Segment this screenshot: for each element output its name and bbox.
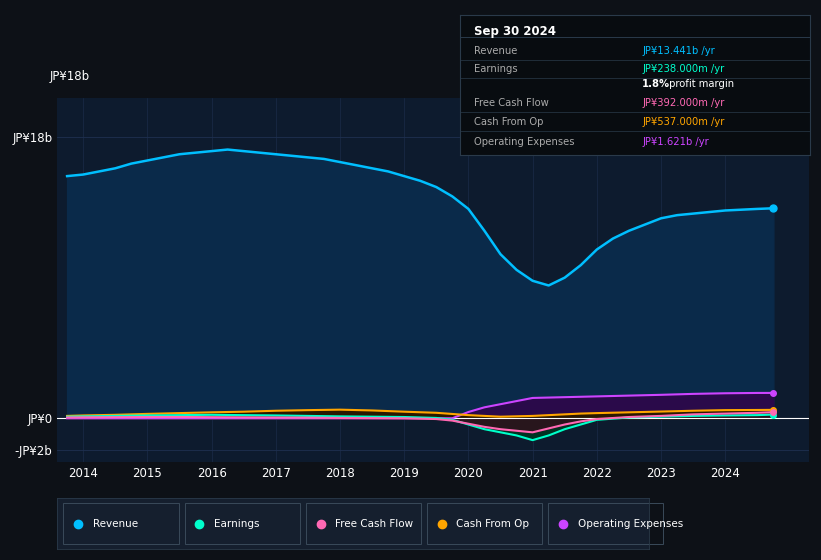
Text: Cash From Op: Cash From Op: [474, 117, 544, 127]
Text: JP¥238.000m /yr: JP¥238.000m /yr: [642, 64, 724, 74]
Text: Operating Expenses: Operating Expenses: [474, 137, 575, 147]
Text: JP¥13.441b /yr: JP¥13.441b /yr: [642, 46, 715, 56]
Text: 1.8%: 1.8%: [642, 80, 670, 90]
Text: JP¥537.000m /yr: JP¥537.000m /yr: [642, 117, 724, 127]
Text: JP¥392.000m /yr: JP¥392.000m /yr: [642, 97, 724, 108]
Text: JP¥18b: JP¥18b: [50, 71, 90, 83]
Text: Revenue: Revenue: [474, 46, 517, 56]
Text: Earnings: Earnings: [214, 519, 259, 529]
Text: Earnings: Earnings: [474, 64, 517, 74]
Text: Sep 30 2024: Sep 30 2024: [474, 25, 556, 38]
Text: Free Cash Flow: Free Cash Flow: [335, 519, 414, 529]
Text: JP¥1.621b /yr: JP¥1.621b /yr: [642, 137, 709, 147]
Text: Revenue: Revenue: [93, 519, 138, 529]
Text: profit margin: profit margin: [667, 80, 735, 90]
Text: Operating Expenses: Operating Expenses: [578, 519, 683, 529]
Text: Free Cash Flow: Free Cash Flow: [474, 97, 548, 108]
Text: Cash From Op: Cash From Op: [456, 519, 530, 529]
